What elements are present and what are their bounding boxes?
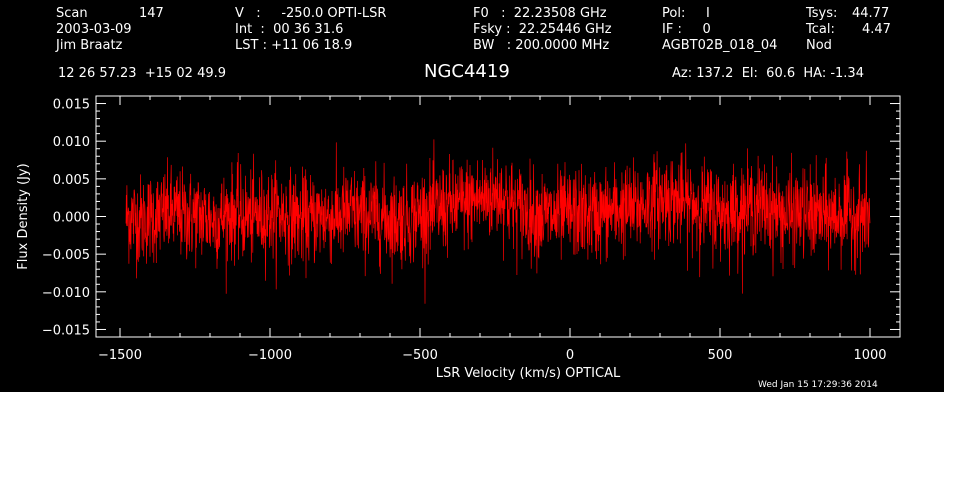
if-number: IF : 0 — [662, 22, 711, 37]
project-id: AGBT02B_018_04 — [662, 38, 778, 53]
az-el-ha: Az: 137.2 El: 60.6 HA: -1.34 — [672, 66, 864, 81]
lst-info: LST : +11 06 18.9 — [235, 38, 353, 53]
sky-frequency: Fsky : 22.25446 GHz — [473, 22, 612, 37]
x-tick-label: 0 — [566, 348, 574, 363]
y-tick-label: 0.005 — [53, 173, 90, 188]
obs-mode: Nod — [806, 38, 832, 53]
observation-date: 2003-03-09 — [56, 22, 132, 37]
y-axis-label: Flux Density (Jy) — [16, 163, 31, 269]
rest-frequency: F0 : 22.23508 GHz — [473, 6, 607, 21]
tsys-value: 44.77 — [852, 6, 890, 21]
source-name: NGC4419 — [424, 61, 510, 82]
plot-canvas: Scan 147 2003-03-09 Jim Braatz V : -250.… — [0, 0, 944, 392]
polarization: Pol: I — [662, 6, 710, 21]
bandwidth: BW : 200.0000 MHz — [473, 38, 610, 53]
y-tick-label: −0.010 — [42, 286, 90, 301]
x-tick-label: 500 — [708, 348, 733, 363]
y-tick-label: −0.015 — [42, 323, 90, 338]
scan-label: Scan — [56, 6, 88, 21]
timestamp: Wed Jan 15 17:29:36 2014 — [758, 380, 878, 390]
y-tick-label: 0.015 — [53, 98, 90, 113]
tsys-label: Tsys: — [806, 6, 838, 21]
x-tick-label: −500 — [402, 348, 438, 363]
spectrum-chart: −1500 −1000 −500 0 500 1000 0.015 0.010 0.005 0.0… — [16, 95, 901, 381]
y-tick-label: 0.000 — [53, 211, 90, 226]
tcal-label: Tcal: — [806, 22, 835, 37]
tcal-value: 4.47 — [862, 22, 891, 37]
velocity-info: V : -250.0 OPTI-LSR — [235, 6, 387, 21]
y-tick-label: 0.010 — [53, 135, 90, 150]
y-tick-label: −0.005 — [42, 248, 90, 263]
x-axis-label: LSR Velocity (km/s) OPTICAL — [436, 366, 621, 381]
observer-name: Jim Braatz — [56, 38, 123, 53]
integration-time: Int : 00 36 31.6 — [235, 22, 344, 37]
x-tick-label: −1500 — [98, 348, 142, 363]
x-tick-label: 1000 — [853, 348, 886, 363]
scan-number: 147 — [139, 6, 164, 21]
spectrum-line — [125, 139, 871, 304]
x-tick-label: −1000 — [248, 348, 292, 363]
source-coordinates: 12 26 57.23 +15 02 49.9 — [58, 66, 227, 81]
